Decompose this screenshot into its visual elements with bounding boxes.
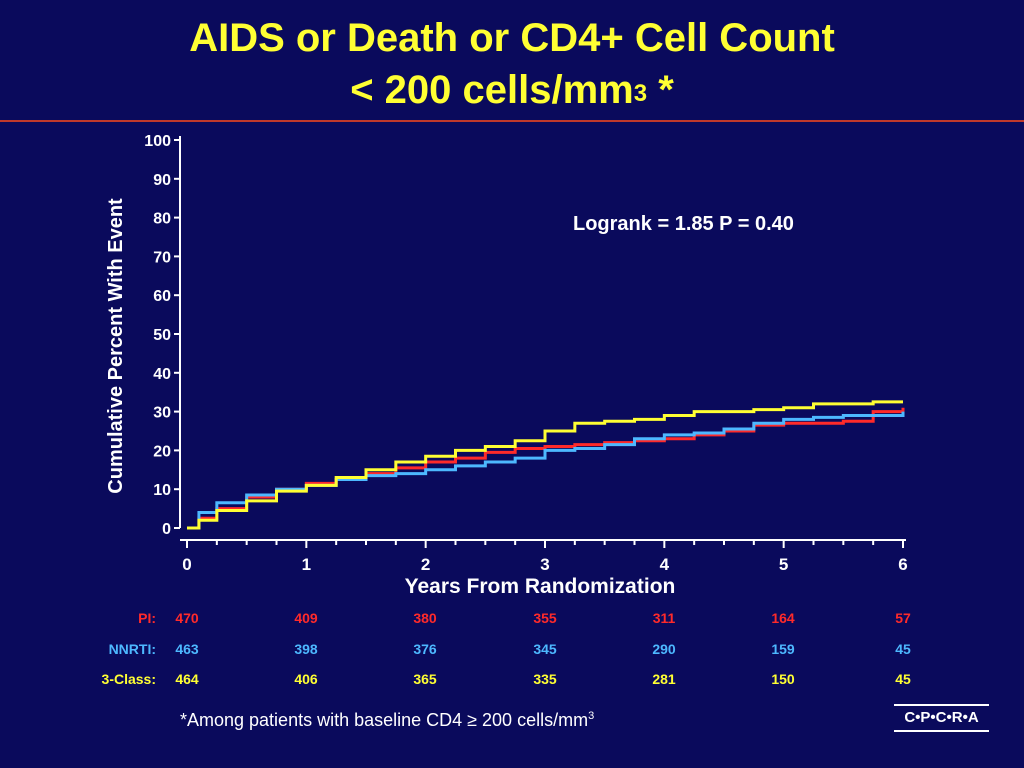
risk-cell: 45 — [895, 641, 911, 657]
risk-row-label: 3-Class: — [101, 671, 156, 687]
x-tick-label: 0 — [182, 555, 191, 574]
risk-cell: 470 — [175, 610, 199, 626]
risk-row-label: PI: — [138, 610, 156, 626]
risk-cell: 406 — [294, 671, 318, 687]
risk-cell: 409 — [294, 610, 318, 626]
y-tick-label: 0 — [162, 521, 171, 538]
x-tick-label: 1 — [302, 555, 311, 574]
cpcra-logo: C•P•C•R•A — [894, 704, 989, 732]
risk-cell: 464 — [175, 671, 199, 687]
slide-title: AIDS or Death or CD4+ Cell Count < 200 c… — [0, 12, 1024, 116]
y-tick-label: 30 — [153, 405, 171, 422]
risk-cell: 345 — [533, 641, 557, 657]
y-tick-label: 60 — [153, 288, 171, 305]
risk-cell: 281 — [652, 671, 676, 687]
y-axis-label: Cumulative Percent With Event — [105, 198, 127, 494]
y-tick-label: 20 — [153, 443, 171, 460]
risk-cell: 311 — [652, 610, 676, 626]
risk-cell: 463 — [175, 641, 199, 657]
risk-row-label: NNRTI: — [108, 641, 156, 657]
y-tick-label: 80 — [153, 211, 171, 228]
series-line-0 — [187, 407, 905, 530]
x-tick-label: 3 — [540, 555, 549, 574]
logrank-annotation: Logrank = 1.85 P = 0.40 — [573, 213, 794, 235]
y-tick-label: 50 — [153, 327, 171, 344]
risk-cell: 335 — [533, 671, 557, 687]
risk-cell: 376 — [413, 641, 437, 657]
risk-cell: 365 — [413, 671, 437, 687]
x-tick-label: 4 — [660, 555, 670, 574]
km-chart: 0 10 20 30 40 50 60 70 80 90 100 0 1 2 3 4 5 6 Years From … — [105, 133, 908, 598]
risk-cell: 45 — [895, 671, 911, 687]
y-tick-label: 90 — [153, 172, 171, 189]
x-tick-label: 2 — [421, 555, 430, 574]
x-axis-label: Years From Randomization — [405, 575, 676, 598]
x-tick-label: 5 — [779, 555, 788, 574]
title-line-2: < 200 cells/mm3 * — [350, 68, 674, 112]
title-divider — [0, 120, 1024, 122]
risk-cell: 398 — [294, 641, 318, 657]
y-tick-label: 70 — [153, 249, 171, 266]
y-tick-label: 100 — [144, 133, 171, 150]
risk-cell: 150 — [771, 671, 795, 687]
x-tick-label: 6 — [898, 555, 907, 574]
risk-cell: 355 — [533, 610, 557, 626]
y-tick-label: 10 — [153, 482, 171, 499]
risk-cell: 164 — [771, 610, 795, 626]
risk-cell: 290 — [652, 641, 676, 657]
series-line-2 — [187, 400, 903, 530]
risk-cell: 159 — [771, 641, 795, 657]
risk-cell: 380 — [413, 610, 437, 626]
risk-cell: 57 — [895, 610, 911, 626]
series-line-1 — [187, 411, 905, 530]
title-line-1: AIDS or Death or CD4+ Cell Count — [189, 16, 835, 60]
y-tick-label: 40 — [153, 366, 171, 383]
footnote: *Among patients with baseline CD4 ≥ 200 … — [180, 710, 595, 730]
